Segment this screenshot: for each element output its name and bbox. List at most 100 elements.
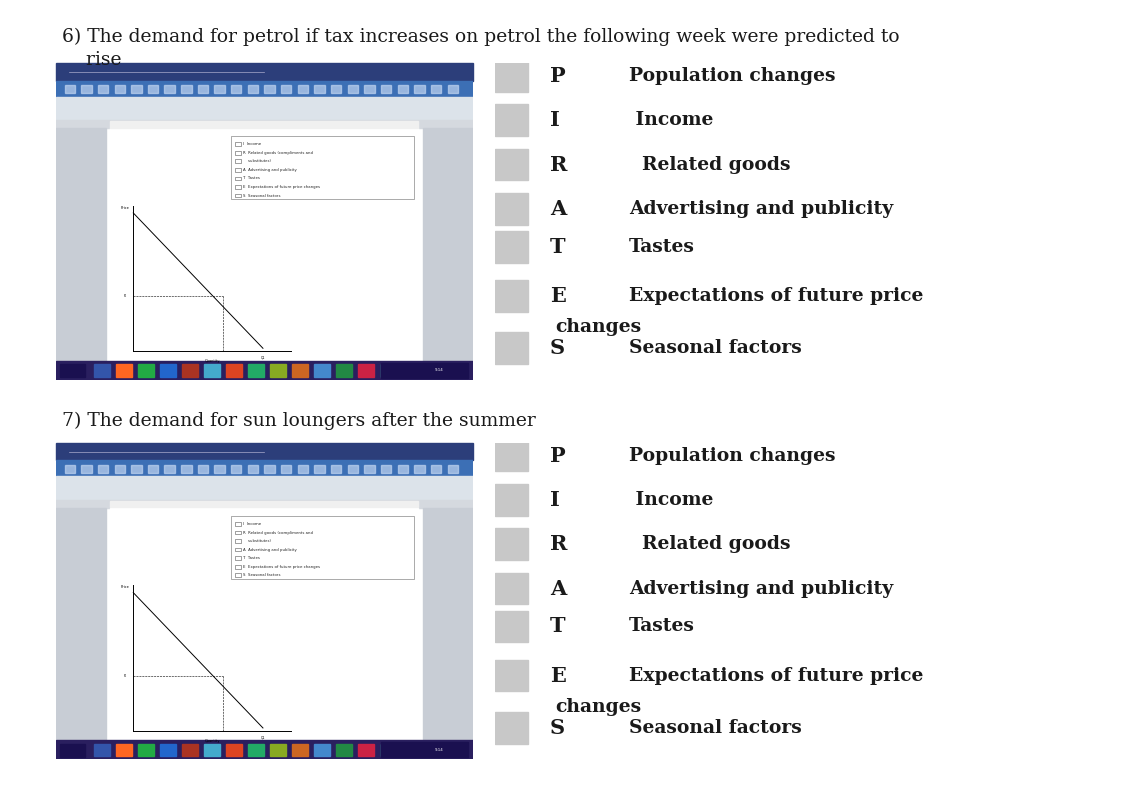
Text: Related goods: Related goods [629,156,790,173]
Text: Advertising and publicity: Advertising and publicity [629,200,893,218]
Bar [270,744,286,756]
Text: Quantity: Quantity [205,739,220,743]
Bar [56,508,106,740]
Text: Related goods: Related goods [629,536,790,553]
Text: Price: Price [120,585,129,589]
Bar [138,744,154,756]
Text: rise: rise [62,51,122,70]
Bar [56,740,472,759]
Bar [215,465,225,473]
Bar [182,365,198,377]
Bar [56,128,106,361]
Bar [215,85,225,93]
Bar [423,508,472,740]
Bar [495,104,529,136]
Text: T: T [550,616,565,637]
Bar [235,547,241,551]
Bar [231,465,242,473]
Bar [414,465,424,473]
Text: substitutes): substitutes) [243,539,271,543]
Bar [414,85,424,93]
Text: R: R [550,534,567,554]
Bar [495,712,529,744]
Bar [495,149,529,180]
Bar [181,465,191,473]
Bar [249,365,264,377]
Bar [431,85,441,93]
Text: E: E [550,286,566,306]
Bar [116,744,132,756]
Bar [98,85,108,93]
Text: T: T [550,237,565,257]
Text: 6) The demand for petrol if tax increases on petrol the following week were pred: 6) The demand for petrol if tax increase… [62,28,900,46]
Bar [348,85,358,93]
Bar [495,660,529,691]
Bar [331,465,341,473]
Bar [81,85,91,93]
Text: Expectations of future price: Expectations of future price [629,287,922,305]
Bar [264,85,274,93]
Bar [182,744,198,756]
Bar [56,97,472,120]
Bar [132,465,142,473]
Bar [93,365,109,377]
Bar [64,85,75,93]
Bar [56,500,472,508]
Text: Advertising and publicity: Advertising and publicity [629,580,893,597]
Bar [231,136,414,199]
Bar [164,85,174,93]
Bar [198,465,208,473]
Bar [56,81,472,97]
Text: Tastes: Tastes [629,238,694,255]
Bar [56,120,472,128]
Bar [298,85,308,93]
Text: P: P [550,445,565,466]
Bar [235,531,241,535]
Bar [364,465,375,473]
Bar [204,365,219,377]
Bar [397,465,408,473]
Bar [235,556,241,560]
Bar [235,565,241,569]
Text: 9:14: 9:14 [435,747,443,752]
Bar [381,742,468,758]
Text: Expectations of future price: Expectations of future price [629,667,922,684]
Bar [160,365,176,377]
Text: A  Advertising and publicity: A Advertising and publicity [243,547,297,551]
Bar [381,362,468,378]
Bar [364,85,375,93]
Bar [298,465,308,473]
Bar [115,465,125,473]
Text: 7) The demand for sun loungers after the summer: 7) The demand for sun loungers after the… [62,411,536,430]
Text: Q1: Q1 [261,736,266,740]
Text: S: S [550,338,565,358]
Text: Q1: Q1 [261,356,266,360]
Text: P₁: P₁ [124,294,127,298]
Text: T  Tastes: T Tastes [243,176,260,180]
Text: P₁: P₁ [124,674,127,678]
Bar [235,142,241,146]
Text: R: R [550,154,567,175]
Bar [495,231,529,263]
Bar [314,744,330,756]
Bar [281,85,291,93]
Bar [359,365,375,377]
Text: Population changes: Population changes [629,447,835,464]
Bar [281,465,291,473]
Bar [147,465,159,473]
Bar [359,744,375,756]
Bar [56,443,472,460]
Bar [248,85,258,93]
Text: Quantity: Quantity [205,359,220,363]
Bar [448,465,458,473]
Bar [270,365,286,377]
Bar [495,440,529,471]
Text: S  Seasonal factors: S Seasonal factors [243,194,280,198]
Bar [314,365,330,377]
Bar [431,465,441,473]
Text: S  Seasonal factors: S Seasonal factors [243,573,280,577]
Text: Population changes: Population changes [629,67,835,85]
Bar [198,85,208,93]
Text: S: S [550,717,565,738]
Text: I  Income: I Income [243,142,261,146]
